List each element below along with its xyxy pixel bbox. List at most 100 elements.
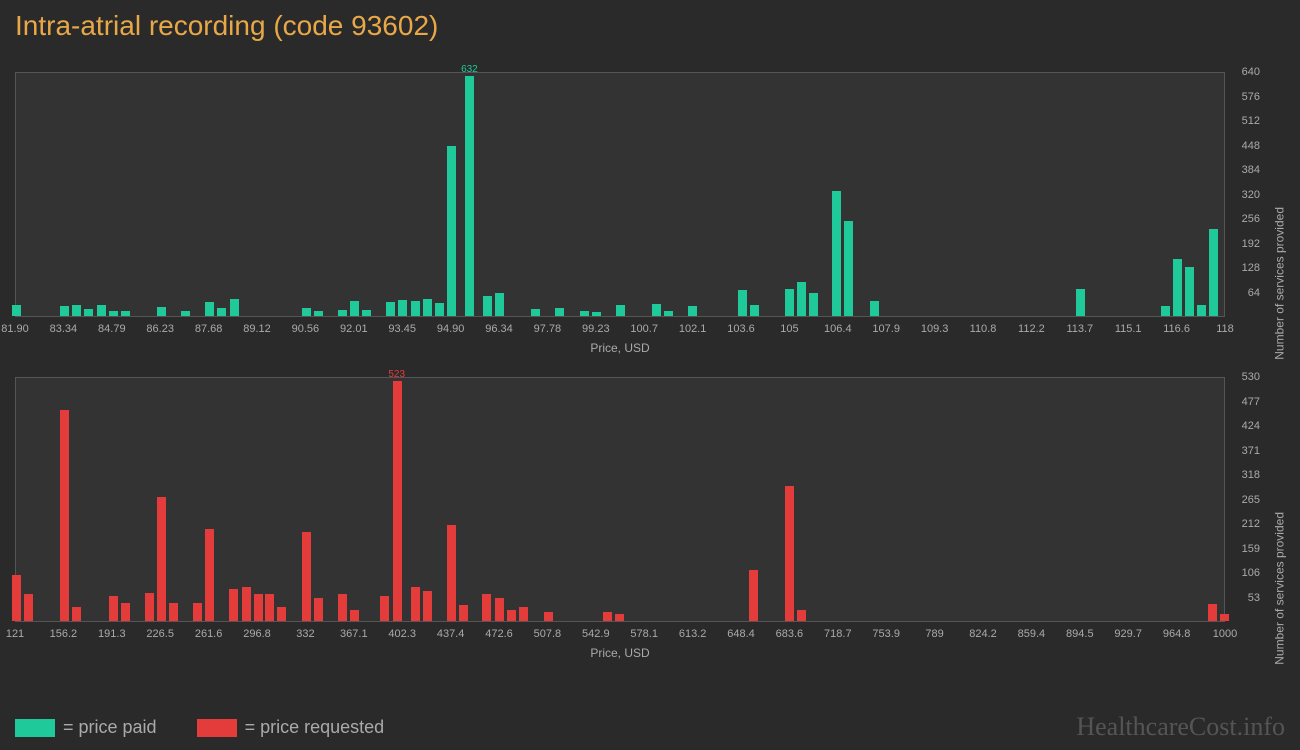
bar bbox=[12, 305, 21, 316]
bar bbox=[809, 293, 818, 316]
bar bbox=[749, 570, 758, 621]
x-tick: 105 bbox=[780, 323, 798, 335]
bar bbox=[398, 300, 407, 316]
top-y-axis-label: Number of services provided bbox=[1273, 207, 1287, 360]
bar bbox=[121, 603, 130, 621]
bar bbox=[465, 76, 474, 316]
bar bbox=[24, 594, 33, 622]
x-tick: 226.5 bbox=[146, 628, 174, 640]
bar bbox=[386, 302, 395, 316]
bar bbox=[362, 310, 371, 316]
bar bbox=[447, 146, 456, 316]
x-tick: 402.3 bbox=[388, 628, 416, 640]
x-tick: 1000 bbox=[1213, 628, 1237, 640]
bar bbox=[217, 308, 226, 316]
x-tick: 109.3 bbox=[921, 323, 949, 335]
bar bbox=[121, 311, 130, 316]
bar bbox=[229, 589, 238, 621]
legend-swatch-requested bbox=[197, 719, 237, 737]
x-tick: 507.8 bbox=[534, 628, 562, 640]
x-tick: 367.1 bbox=[340, 628, 368, 640]
bar bbox=[84, 309, 93, 316]
bottom-y-ticks: 53106159212265318371424477530 bbox=[1225, 377, 1260, 622]
x-tick: 753.9 bbox=[872, 628, 900, 640]
bar bbox=[785, 289, 794, 316]
x-tick: 718.7 bbox=[824, 628, 852, 640]
bar bbox=[1161, 306, 1170, 316]
x-tick: 96.34 bbox=[485, 323, 513, 335]
bar bbox=[447, 525, 456, 621]
legend-item-requested: = price requested bbox=[197, 717, 385, 738]
bar bbox=[652, 304, 661, 316]
bar bbox=[615, 614, 624, 621]
top-chart: 632 64128192256320384448512576640 Number… bbox=[15, 57, 1285, 357]
bar bbox=[157, 307, 166, 316]
bottom-chart: 523 53106159212265318371424477530 Number… bbox=[15, 362, 1285, 662]
bar bbox=[1185, 267, 1194, 316]
bottom-chart-plot: 523 bbox=[15, 377, 1225, 622]
bar bbox=[495, 598, 504, 621]
bar bbox=[1173, 259, 1182, 316]
bottom-x-ticks: 121156.2191.3226.5261.6296.8332367.1402.… bbox=[15, 627, 1225, 642]
top-x-axis-label: Price, USD bbox=[15, 341, 1225, 355]
bar bbox=[482, 594, 491, 621]
bar bbox=[302, 308, 311, 316]
bar bbox=[1208, 604, 1217, 621]
top-y-ticks: 64128192256320384448512576640 bbox=[1225, 72, 1260, 317]
bar bbox=[302, 532, 311, 621]
x-tick: 86.23 bbox=[146, 323, 174, 335]
x-tick: 964.8 bbox=[1163, 628, 1191, 640]
bar bbox=[380, 596, 389, 621]
y-tick: 530 bbox=[1242, 371, 1260, 383]
bar bbox=[72, 607, 81, 621]
y-tick: 256 bbox=[1242, 213, 1260, 225]
bar bbox=[60, 306, 69, 316]
bar bbox=[519, 607, 528, 621]
x-tick: 789 bbox=[925, 628, 943, 640]
bar bbox=[393, 381, 402, 621]
y-tick: 53 bbox=[1248, 592, 1260, 604]
y-tick: 212 bbox=[1242, 518, 1260, 530]
x-tick: 472.6 bbox=[485, 628, 513, 640]
bar bbox=[169, 603, 178, 621]
bar bbox=[750, 305, 759, 316]
bar bbox=[12, 575, 21, 621]
y-tick: 384 bbox=[1242, 164, 1260, 176]
bar bbox=[97, 305, 106, 316]
bar bbox=[785, 486, 794, 621]
y-tick: 371 bbox=[1242, 445, 1260, 457]
x-tick: 89.12 bbox=[243, 323, 271, 335]
y-tick: 576 bbox=[1242, 91, 1260, 103]
x-tick: 859.4 bbox=[1018, 628, 1046, 640]
x-tick: 93.45 bbox=[388, 323, 416, 335]
x-tick: 110.8 bbox=[970, 323, 997, 335]
bar bbox=[181, 311, 190, 316]
x-tick: 102.1 bbox=[679, 323, 707, 335]
bar bbox=[277, 607, 286, 621]
bar bbox=[832, 191, 841, 316]
x-tick: 92.01 bbox=[340, 323, 368, 335]
y-tick: 106 bbox=[1242, 567, 1260, 579]
bar bbox=[1076, 289, 1085, 316]
bar bbox=[797, 610, 806, 621]
x-tick: 81.90 bbox=[1, 323, 29, 335]
bar bbox=[1209, 229, 1218, 316]
bar bbox=[265, 594, 274, 622]
peak-label: 632 bbox=[461, 64, 478, 75]
x-tick: 929.7 bbox=[1114, 628, 1142, 640]
x-tick: 683.6 bbox=[776, 628, 804, 640]
y-tick: 192 bbox=[1242, 238, 1260, 250]
bar bbox=[544, 612, 553, 621]
bar bbox=[350, 301, 359, 316]
top-bars-area: 632 bbox=[16, 73, 1224, 316]
bar bbox=[844, 221, 853, 316]
legend: = price paid = price requested bbox=[15, 717, 384, 738]
x-tick: 648.4 bbox=[727, 628, 755, 640]
x-tick: 437.4 bbox=[437, 628, 465, 640]
bar bbox=[411, 587, 420, 621]
bar bbox=[109, 311, 118, 316]
bar bbox=[72, 305, 81, 316]
bar bbox=[531, 309, 540, 316]
y-tick: 159 bbox=[1242, 543, 1260, 555]
bar bbox=[411, 301, 420, 316]
